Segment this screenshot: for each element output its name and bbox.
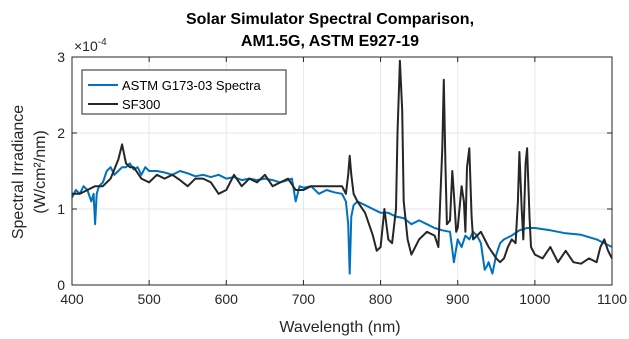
x-tick-label: 500: [137, 291, 161, 307]
x-tick-label: 400: [60, 291, 84, 307]
y-tick-label: 1: [57, 201, 65, 217]
y-tick-label: 0: [57, 277, 65, 293]
axes-box: [71, 56, 613, 286]
chart-title-line1: Solar Simulator Spectral Comparison,: [186, 11, 474, 28]
x-axis-label: Wavelength (nm): [279, 319, 400, 336]
y-exponent: ×10-4: [74, 37, 107, 54]
legend-label-astm: ASTM G173-03 Spectra: [122, 78, 261, 93]
legend-box: [81, 69, 287, 115]
x-tick-label: 900: [446, 291, 470, 307]
x-tick-label: 600: [215, 291, 239, 307]
chart-title-line2: AM1.5G, ASTM E927-19: [241, 33, 419, 50]
axes: [71, 56, 613, 286]
y-tick-label: 3: [57, 49, 65, 65]
legend-label-sf300: SF300: [122, 97, 160, 112]
y-axis-units: (W/cm²/nm): [32, 130, 49, 214]
plot-area: [71, 59, 613, 275]
y-axis-label: Spectral Irradiance: [10, 105, 27, 239]
x-tick-label: 1100: [597, 291, 627, 307]
y-tick-label: 2: [57, 125, 65, 141]
series-line-sf300: [72, 59, 613, 265]
x-tick-label: 700: [292, 291, 316, 307]
legend: ASTM G173-03 Spectra SF300: [81, 69, 287, 115]
x-tick-label: 800: [369, 291, 393, 307]
tick-labels: 400 500 600 700 800 900 1000 1100 0 1 2 3: [57, 49, 627, 307]
x-tick-label: 1000: [519, 291, 550, 307]
